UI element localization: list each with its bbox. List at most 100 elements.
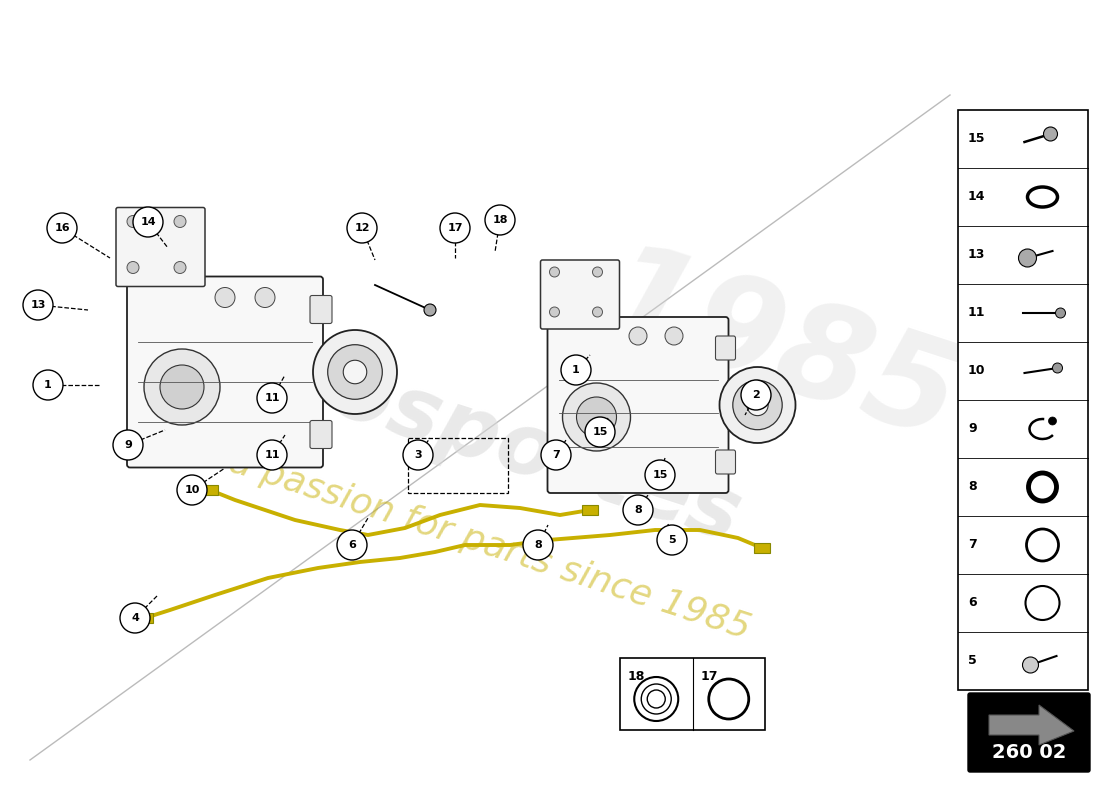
Text: 1: 1 xyxy=(572,365,580,375)
Circle shape xyxy=(440,213,470,243)
Text: 18: 18 xyxy=(493,215,508,225)
Text: 8: 8 xyxy=(968,481,977,494)
Text: 18: 18 xyxy=(628,670,646,683)
Circle shape xyxy=(343,360,366,384)
Text: 9: 9 xyxy=(124,440,132,450)
Text: 6: 6 xyxy=(348,540,356,550)
Circle shape xyxy=(1056,308,1066,318)
Bar xyxy=(138,613,153,623)
Circle shape xyxy=(314,330,397,414)
Circle shape xyxy=(1048,417,1056,425)
Circle shape xyxy=(485,205,515,235)
Text: 8: 8 xyxy=(634,505,642,515)
Circle shape xyxy=(657,525,688,555)
Text: 15: 15 xyxy=(968,133,986,146)
Text: 1985: 1985 xyxy=(585,233,975,467)
Text: 1: 1 xyxy=(44,380,52,390)
Circle shape xyxy=(522,530,553,560)
Circle shape xyxy=(1023,657,1038,673)
Circle shape xyxy=(1019,249,1036,267)
Circle shape xyxy=(741,380,771,410)
Circle shape xyxy=(1044,127,1057,141)
Circle shape xyxy=(177,475,207,505)
Circle shape xyxy=(623,495,653,525)
Text: 8: 8 xyxy=(535,540,542,550)
Text: 14: 14 xyxy=(968,190,986,203)
Circle shape xyxy=(585,417,615,447)
Circle shape xyxy=(33,370,63,400)
Text: 13: 13 xyxy=(968,249,986,262)
Text: 10: 10 xyxy=(185,485,200,495)
Circle shape xyxy=(113,430,143,460)
Text: 11: 11 xyxy=(264,393,279,403)
FancyBboxPatch shape xyxy=(310,295,332,323)
Circle shape xyxy=(255,287,275,307)
Circle shape xyxy=(541,440,571,470)
Circle shape xyxy=(346,213,377,243)
Circle shape xyxy=(562,383,630,451)
Circle shape xyxy=(1053,363,1063,373)
Text: 5: 5 xyxy=(968,654,977,667)
Text: a passion for parts since 1985: a passion for parts since 1985 xyxy=(226,445,755,646)
Circle shape xyxy=(561,355,591,385)
Text: 7: 7 xyxy=(968,538,977,551)
FancyBboxPatch shape xyxy=(310,421,332,449)
Circle shape xyxy=(593,307,603,317)
FancyBboxPatch shape xyxy=(968,693,1090,772)
Circle shape xyxy=(133,207,163,237)
Circle shape xyxy=(629,327,647,345)
FancyBboxPatch shape xyxy=(116,207,205,286)
Text: 260 02: 260 02 xyxy=(992,742,1066,762)
Text: 3: 3 xyxy=(415,450,421,460)
Circle shape xyxy=(666,327,683,345)
Circle shape xyxy=(214,287,235,307)
Text: eurosportes: eurosportes xyxy=(168,300,751,560)
FancyBboxPatch shape xyxy=(540,260,619,329)
Circle shape xyxy=(23,290,53,320)
Bar xyxy=(408,438,508,493)
Circle shape xyxy=(733,380,782,430)
Bar xyxy=(582,505,598,515)
Text: 6: 6 xyxy=(968,597,977,610)
Circle shape xyxy=(576,397,616,437)
FancyBboxPatch shape xyxy=(715,336,736,360)
Bar xyxy=(958,110,1088,690)
Text: 15: 15 xyxy=(592,427,607,437)
Text: 11: 11 xyxy=(968,306,986,319)
Circle shape xyxy=(257,440,287,470)
Circle shape xyxy=(747,394,768,416)
Text: 15: 15 xyxy=(652,470,668,480)
Text: 17: 17 xyxy=(448,223,463,233)
Circle shape xyxy=(126,215,139,227)
Text: 2: 2 xyxy=(752,390,760,400)
Bar xyxy=(202,485,218,495)
Text: 11: 11 xyxy=(264,450,279,460)
Text: 12: 12 xyxy=(354,223,370,233)
Bar xyxy=(620,658,764,730)
Circle shape xyxy=(126,262,139,274)
Text: 13: 13 xyxy=(31,300,46,310)
Text: 4: 4 xyxy=(131,613,139,623)
Circle shape xyxy=(424,304,436,316)
Bar xyxy=(754,543,770,553)
Circle shape xyxy=(328,345,383,399)
Circle shape xyxy=(257,383,287,413)
Text: 14: 14 xyxy=(140,217,156,227)
Circle shape xyxy=(550,307,560,317)
FancyBboxPatch shape xyxy=(126,277,323,467)
Polygon shape xyxy=(989,705,1074,745)
Circle shape xyxy=(719,367,795,443)
FancyBboxPatch shape xyxy=(548,317,728,493)
Circle shape xyxy=(635,677,679,721)
Circle shape xyxy=(337,530,367,560)
Text: 17: 17 xyxy=(701,670,718,683)
Text: 16: 16 xyxy=(54,223,69,233)
Circle shape xyxy=(160,365,204,409)
Text: 9: 9 xyxy=(968,422,977,435)
Circle shape xyxy=(645,460,675,490)
Circle shape xyxy=(174,215,186,227)
Circle shape xyxy=(550,267,560,277)
Circle shape xyxy=(593,267,603,277)
Text: 10: 10 xyxy=(968,365,986,378)
FancyBboxPatch shape xyxy=(715,450,736,474)
